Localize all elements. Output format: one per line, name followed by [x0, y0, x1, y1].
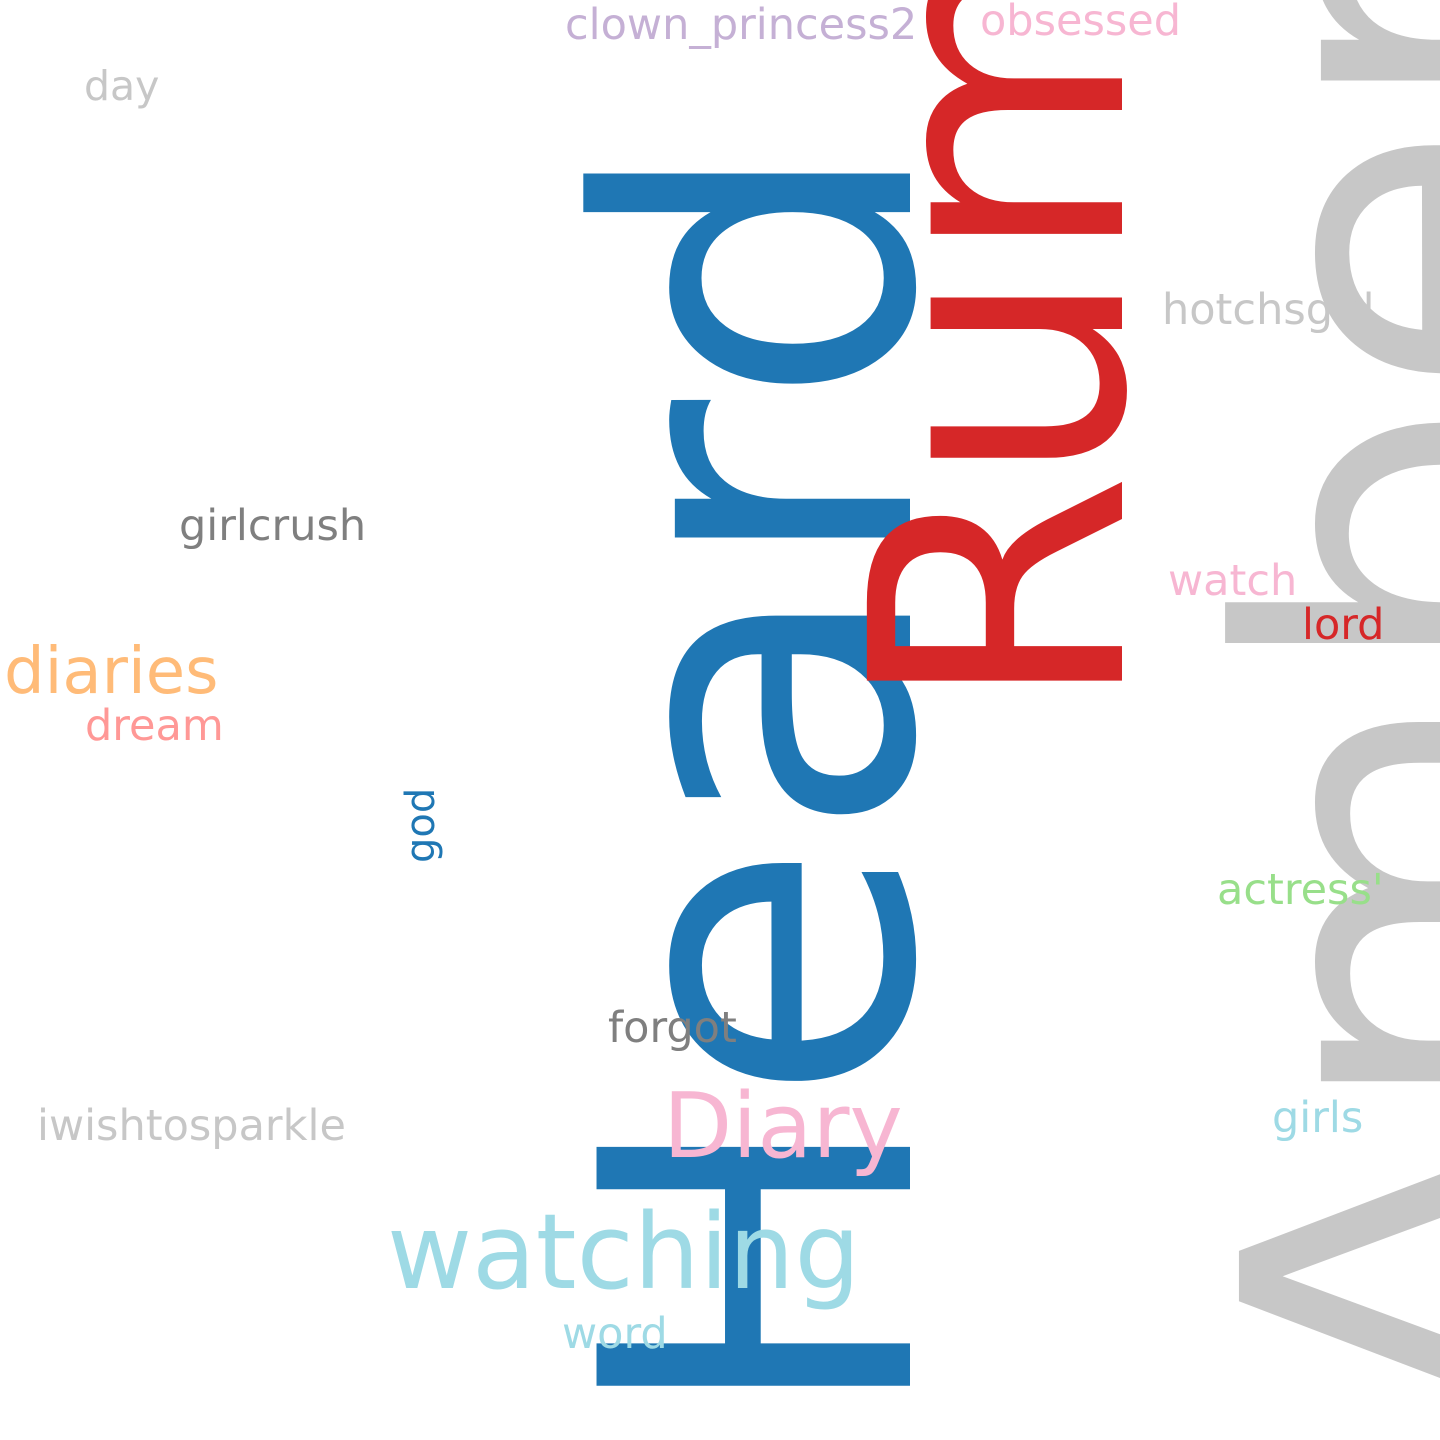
word-lord: lord — [1302, 600, 1385, 650]
word-actress: actress' — [1217, 865, 1384, 915]
word-watch: watch — [1168, 556, 1298, 606]
word-forgot: forgot — [608, 1003, 737, 1053]
word-amber: Amber — [1150, 0, 1440, 1430]
word-word: word — [562, 1309, 668, 1359]
word-god: god — [398, 787, 444, 863]
word-iwishtosparkle: iwishtosparkle — [37, 1101, 346, 1151]
word-obsessed: obsessed — [980, 0, 1182, 46]
word-hotchsgirl: hotchsgirl — [1162, 285, 1375, 335]
word-day: day — [84, 62, 160, 110]
word-dream: dream — [85, 701, 224, 751]
word-girlcrush: girlcrush — [179, 501, 367, 551]
word-girls: girls — [1272, 1093, 1364, 1143]
word-diaries: diaries — [4, 635, 219, 709]
word-clown-princess2: clown_princess2 — [565, 0, 918, 50]
word-watching: watching — [387, 1191, 861, 1313]
word-rum: Rum — [797, 0, 1205, 715]
word-diary: Diary — [663, 1074, 903, 1179]
